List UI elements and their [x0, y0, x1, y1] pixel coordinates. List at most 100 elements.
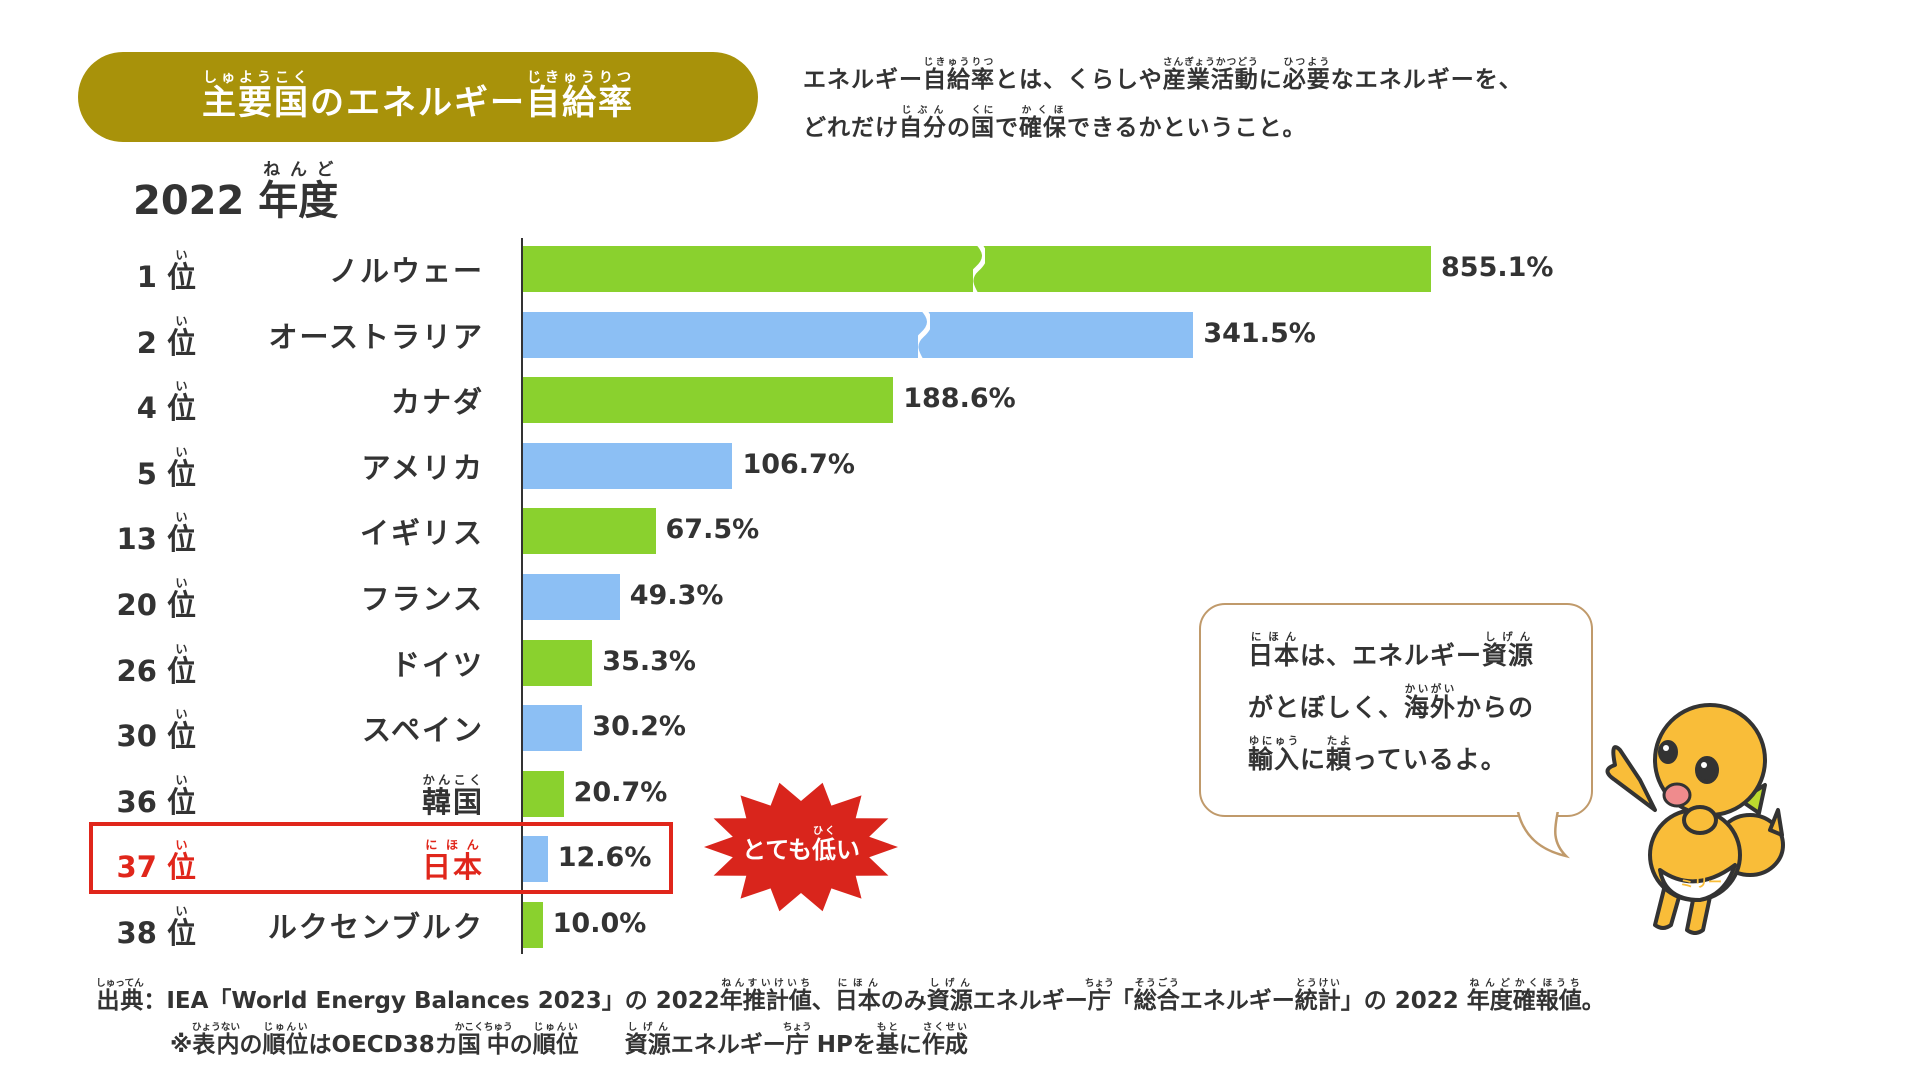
rank-number: 30 — [116, 719, 157, 754]
ruby-text: 日本にほん — [835, 978, 881, 1014]
text-segment: は、エネルギー — [1300, 641, 1483, 670]
country-label: ドイツ — [391, 642, 484, 684]
bar — [523, 770, 564, 817]
furigana: い — [166, 510, 196, 525]
chart-row: 2 位い オーストラリア 341.5% — [0, 304, 1920, 364]
furigana: ひつよう — [1282, 57, 1331, 68]
bar — [523, 377, 894, 424]
base-text: 自給率 — [526, 83, 634, 123]
ruby-text: 資源しげん — [927, 978, 973, 1014]
rank-suffix: 位い — [167, 510, 196, 556]
text-segment: エネルギー — [972, 988, 1088, 1014]
country-label: アメリカ — [361, 445, 484, 487]
base-text: 確報値 — [1512, 988, 1582, 1014]
rank-label: 4 位い — [137, 379, 196, 427]
base-text: 確保 — [1019, 115, 1067, 141]
year-label: 2022 年度ねんど — [133, 159, 339, 226]
ruby-text: 確保かくほ — [1019, 105, 1067, 141]
ruby-text: 順位じゅんい — [262, 1022, 309, 1058]
furigana: い — [166, 248, 196, 262]
text-segment: のエネルギー — [310, 83, 526, 123]
country-label: スペイン — [362, 707, 484, 749]
ruby-text: 自給率じきゅうりつ — [923, 57, 995, 93]
base-text: 年度 — [258, 178, 339, 224]
furigana: い — [166, 904, 196, 918]
base-text: 国 — [971, 115, 995, 141]
rank-suffix: 位い — [166, 248, 196, 294]
bar — [523, 705, 583, 752]
furigana: しげん — [1482, 631, 1535, 643]
base-text: 頼 — [1326, 745, 1353, 774]
furigana: かんこく — [421, 772, 484, 787]
ruby-text: 出典しゅってん — [96, 978, 144, 1014]
chart-row: 1 位い ノルウェー 855.1% — [0, 238, 1920, 298]
text-segment: 「 — [1110, 988, 1134, 1014]
furigana: い — [166, 641, 196, 656]
base-text: 庁 — [782, 1032, 812, 1058]
furigana: さくせい — [921, 1022, 968, 1033]
speech-bubble — [1199, 603, 1593, 817]
base-text: 海外 — [1404, 693, 1457, 722]
base-text: 総合 — [1133, 988, 1180, 1014]
rank-number: 38 — [116, 916, 157, 950]
value-label: 67.5% — [665, 514, 760, 546]
base-text: 順位 — [262, 1032, 309, 1058]
bubble-line-3: 輸入ゆにゅうに頼たよっているよ。 — [1248, 734, 1534, 786]
ruby-text: 主要国しゅようこく — [202, 70, 310, 123]
rank-suffix: 位い — [167, 707, 196, 753]
country-name: ドイツ — [390, 647, 484, 682]
bubble-line-1: 日本にほんは、エネルギー資源しげん — [1248, 630, 1534, 682]
japan-highlight-box — [89, 822, 673, 894]
furigana: にほん — [1248, 631, 1300, 643]
base-text: 統計 — [1294, 988, 1341, 1014]
value-label: 20.7% — [573, 776, 668, 808]
value-label: 855.1% — [1441, 252, 1554, 283]
value-label: 49.3% — [629, 580, 724, 611]
ruby-text: 総合そうごう — [1133, 978, 1180, 1014]
value-label: 341.5% — [1203, 317, 1316, 349]
rank-suffix-text: 位 — [166, 260, 196, 294]
rank-suffix-text: 位 — [166, 916, 196, 950]
furigana: かこくちゅう — [454, 1022, 513, 1033]
base-text: 表内 — [191, 1032, 241, 1058]
furigana: ちょう — [1084, 978, 1114, 989]
rank-suffix: 位い — [166, 904, 196, 950]
furigana: い — [166, 444, 196, 459]
furigana: ねんど — [1466, 978, 1513, 989]
base-text: 年度 — [1466, 988, 1513, 1014]
bar — [523, 242, 1431, 296]
furigana: ねんすいけいち — [719, 978, 812, 989]
ruby-text: 国中かこくちゅう — [454, 1022, 513, 1058]
value-label: 188.6% — [903, 383, 1016, 415]
description: エネルギー自給率じきゅうりつとは、くらしや産業活動さんぎょうかつどうに必要ひつよ… — [803, 56, 1523, 152]
rank-suffix: 位い — [167, 379, 196, 425]
chart-row: 20 位い フランス 49.3% — [0, 566, 1920, 626]
ruby-text: 庁ちょう — [782, 1022, 812, 1058]
furigana: ねんど — [258, 159, 339, 179]
country-label: オーストラリア — [268, 314, 484, 356]
rank-label: 38 位い — [117, 904, 196, 952]
text-segment: どれだけ — [803, 115, 899, 141]
ruby-text: 統計とうけい — [1294, 978, 1341, 1014]
bar — [523, 639, 593, 686]
text-segment: に — [1258, 67, 1283, 93]
ruby-text: 年推計値ねんすいけいち — [720, 978, 812, 1014]
ruby-text: 資源しげん — [1482, 631, 1534, 670]
base-text: 産業活動 — [1162, 67, 1259, 93]
text-segment: はOECD38カ — [308, 1032, 458, 1058]
rank-number: 2 — [136, 325, 157, 360]
furigana: じゅんい — [532, 1022, 579, 1033]
callout-very-low: とても低ひくい — [703, 826, 899, 865]
chart-row: 5 位い アメリカ 106.7% — [0, 435, 1920, 495]
country-label: フランス — [361, 576, 484, 618]
ruby-text: 資源しげん — [625, 1022, 671, 1058]
bar — [523, 836, 548, 883]
bar — [523, 902, 543, 948]
furigana: しげん — [926, 978, 973, 989]
ruby-text: 自分じぶん — [899, 105, 947, 141]
furigana: い — [166, 313, 196, 328]
value-label: 106.7% — [742, 448, 855, 480]
furigana: しゅってん — [96, 978, 144, 989]
rank-label: 26 位い — [117, 642, 196, 690]
base-text: 国中 — [454, 1032, 513, 1058]
